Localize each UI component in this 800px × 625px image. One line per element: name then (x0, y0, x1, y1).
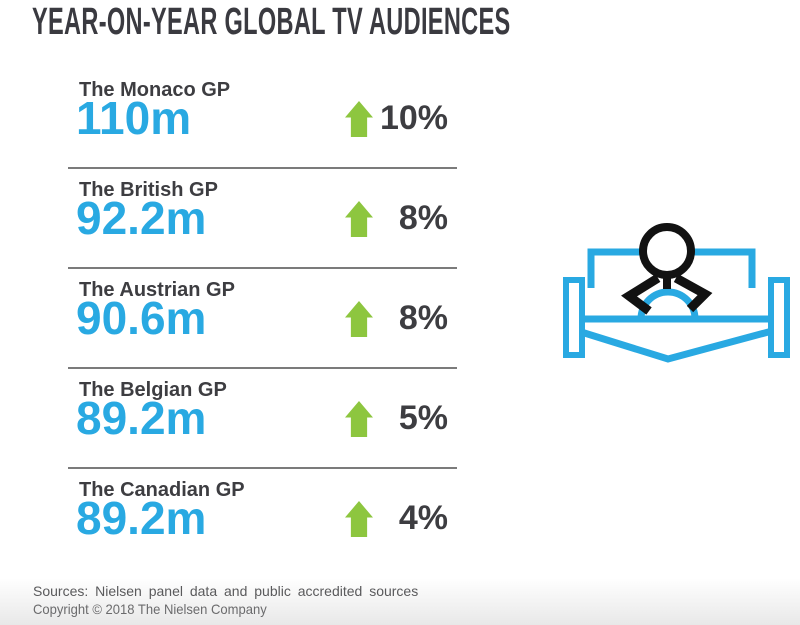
audience-value: 90.6m (76, 292, 207, 344)
gp-name: The Belgian GP (79, 379, 227, 401)
audience-row: The Canadian GP 89.2m 4% (0, 470, 480, 570)
sources-note: Sources: Nielsen panel data and public a… (33, 583, 419, 599)
row-divider (68, 367, 457, 369)
audience-value: 89.2m (76, 392, 207, 444)
gp-name: The Monaco GP (79, 79, 231, 101)
change-percent: 8% (398, 199, 448, 237)
change-percent: 4% (398, 499, 448, 537)
audience-row: The Monaco GP 110m 10% (0, 70, 480, 170)
gp-name: The Canadian GP (79, 479, 245, 501)
audience-row: The British GP 92.2m 8% (0, 170, 480, 270)
audience-row: The Belgian GP 89.2m 5% (0, 370, 480, 470)
row-divider (68, 267, 457, 269)
change-percent: 10% (379, 99, 448, 137)
f1-car-front-icon (563, 223, 790, 363)
page-title: YEAR-ON-YEAR GLOBAL TV AUDIENCES (32, 1, 511, 43)
change-percent: 8% (398, 299, 448, 337)
row-divider (68, 467, 457, 469)
audience-value: 92.2m (76, 192, 207, 244)
audience-value: 89.2m (76, 492, 207, 544)
audience-value: 110m (76, 92, 192, 144)
copyright-note: Copyright © 2018 The Nielsen Company (33, 601, 267, 617)
audience-row: The Austrian GP 90.6m 8% (0, 270, 480, 370)
gp-name: The Austrian GP (79, 279, 235, 301)
change-percent: 5% (398, 399, 448, 437)
row-divider (68, 167, 457, 169)
gp-name: The British GP (79, 179, 218, 201)
